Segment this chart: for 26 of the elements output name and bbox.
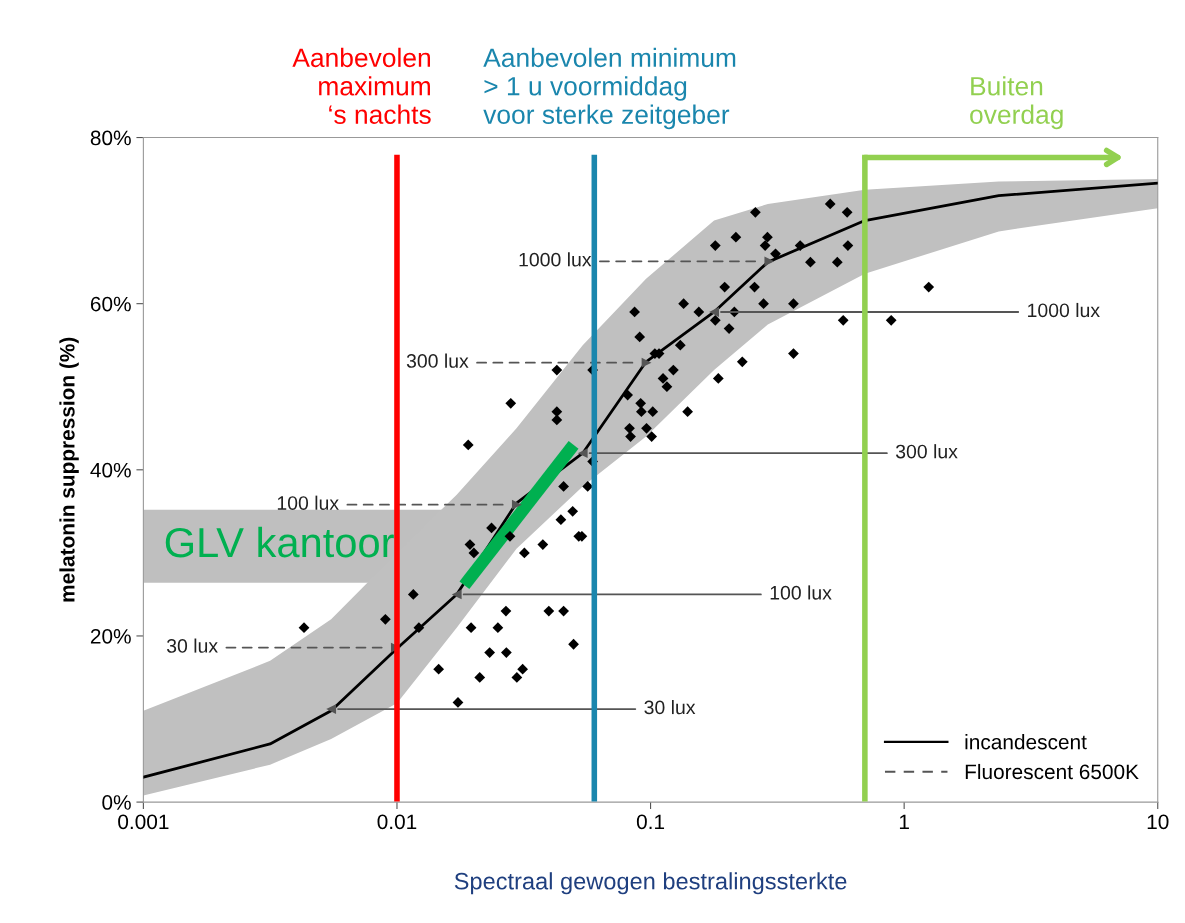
annotation: 300 lux <box>895 444 958 459</box>
annotation: 300 lux <box>406 353 469 368</box>
ref-line-label: Buiten overdag <box>970 76 1063 130</box>
x-tick-label: 0.01 <box>377 814 417 830</box>
annotation: GLV kantoor <box>165 526 394 558</box>
annotation: 1000 lux <box>519 252 592 267</box>
y-tick-label: 20% <box>90 628 131 644</box>
legend-label: incandescent <box>965 734 1087 750</box>
ref-line-label: Aanbevolen minimum > 1 u voormiddag voor sterke zeitgeber <box>483 47 736 130</box>
annotation: 100 lux <box>770 585 832 600</box>
y-tick-label: 60% <box>90 296 131 312</box>
y-axis-title: melatonin suppression (%) <box>59 337 79 602</box>
ref-line-label: Aanbevolen maximum ‘s nachts <box>292 47 431 124</box>
annotation: 100 lux <box>277 495 339 510</box>
legend-label: Fluorescent 6500K <box>965 763 1139 780</box>
x-tick-label: 0.1 <box>636 814 665 830</box>
annotation: 1000 lux <box>1028 302 1100 318</box>
annotation: 30 lux <box>166 638 218 653</box>
y-tick-label: 0% <box>102 795 131 810</box>
x-tick-label: 0.001 <box>118 814 169 830</box>
y-tick-label: 80% <box>90 130 131 146</box>
x-tick-label: 1 <box>899 814 909 829</box>
x-tick-label: 10 <box>1147 814 1169 830</box>
annotation: 30 lux <box>644 699 696 715</box>
x-axis-title: Spectraal gewogen bestralingssterkte <box>454 872 847 895</box>
y-tick-label: 40% <box>90 462 131 478</box>
